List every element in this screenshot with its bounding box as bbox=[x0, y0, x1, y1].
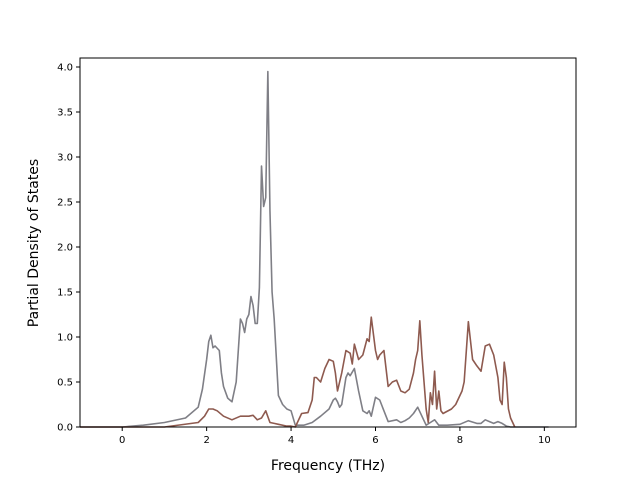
x-tick-label: 8 bbox=[457, 435, 463, 446]
x-axis-label: Frequency (THz) bbox=[271, 458, 385, 474]
y-tick-label: 1.0 bbox=[57, 333, 73, 344]
y-axis: 0.0 0.5 1.0 1.5 2.0 2.5 3.0 3.5 4.0 bbox=[57, 63, 80, 434]
y-tick-label: 0.5 bbox=[57, 378, 73, 389]
plot-frame bbox=[79, 57, 577, 428]
x-axis: 0 2 4 6 8 10 bbox=[119, 427, 551, 446]
y-tick-label: 3.0 bbox=[57, 153, 73, 164]
plot-lines bbox=[80, 70, 549, 428]
x-tick-label: 0 bbox=[119, 435, 125, 446]
series-line-1 bbox=[80, 70, 549, 428]
x-tick-label: 2 bbox=[203, 435, 209, 446]
y-tick-label: 4.0 bbox=[57, 63, 73, 74]
x-tick-label: 10 bbox=[538, 435, 551, 446]
y-tick-label: 2.5 bbox=[57, 198, 73, 209]
series-line-2 bbox=[80, 316, 516, 428]
y-tick-label: 2.0 bbox=[57, 243, 73, 254]
y-tick-label: 0.0 bbox=[57, 423, 73, 434]
x-tick-label: 4 bbox=[288, 435, 294, 446]
y-tick-label: 3.5 bbox=[57, 108, 73, 119]
y-axis-label: Partial Density of States bbox=[26, 159, 42, 327]
y-tick-label: 1.5 bbox=[57, 288, 73, 299]
x-tick-label: 6 bbox=[372, 435, 378, 446]
